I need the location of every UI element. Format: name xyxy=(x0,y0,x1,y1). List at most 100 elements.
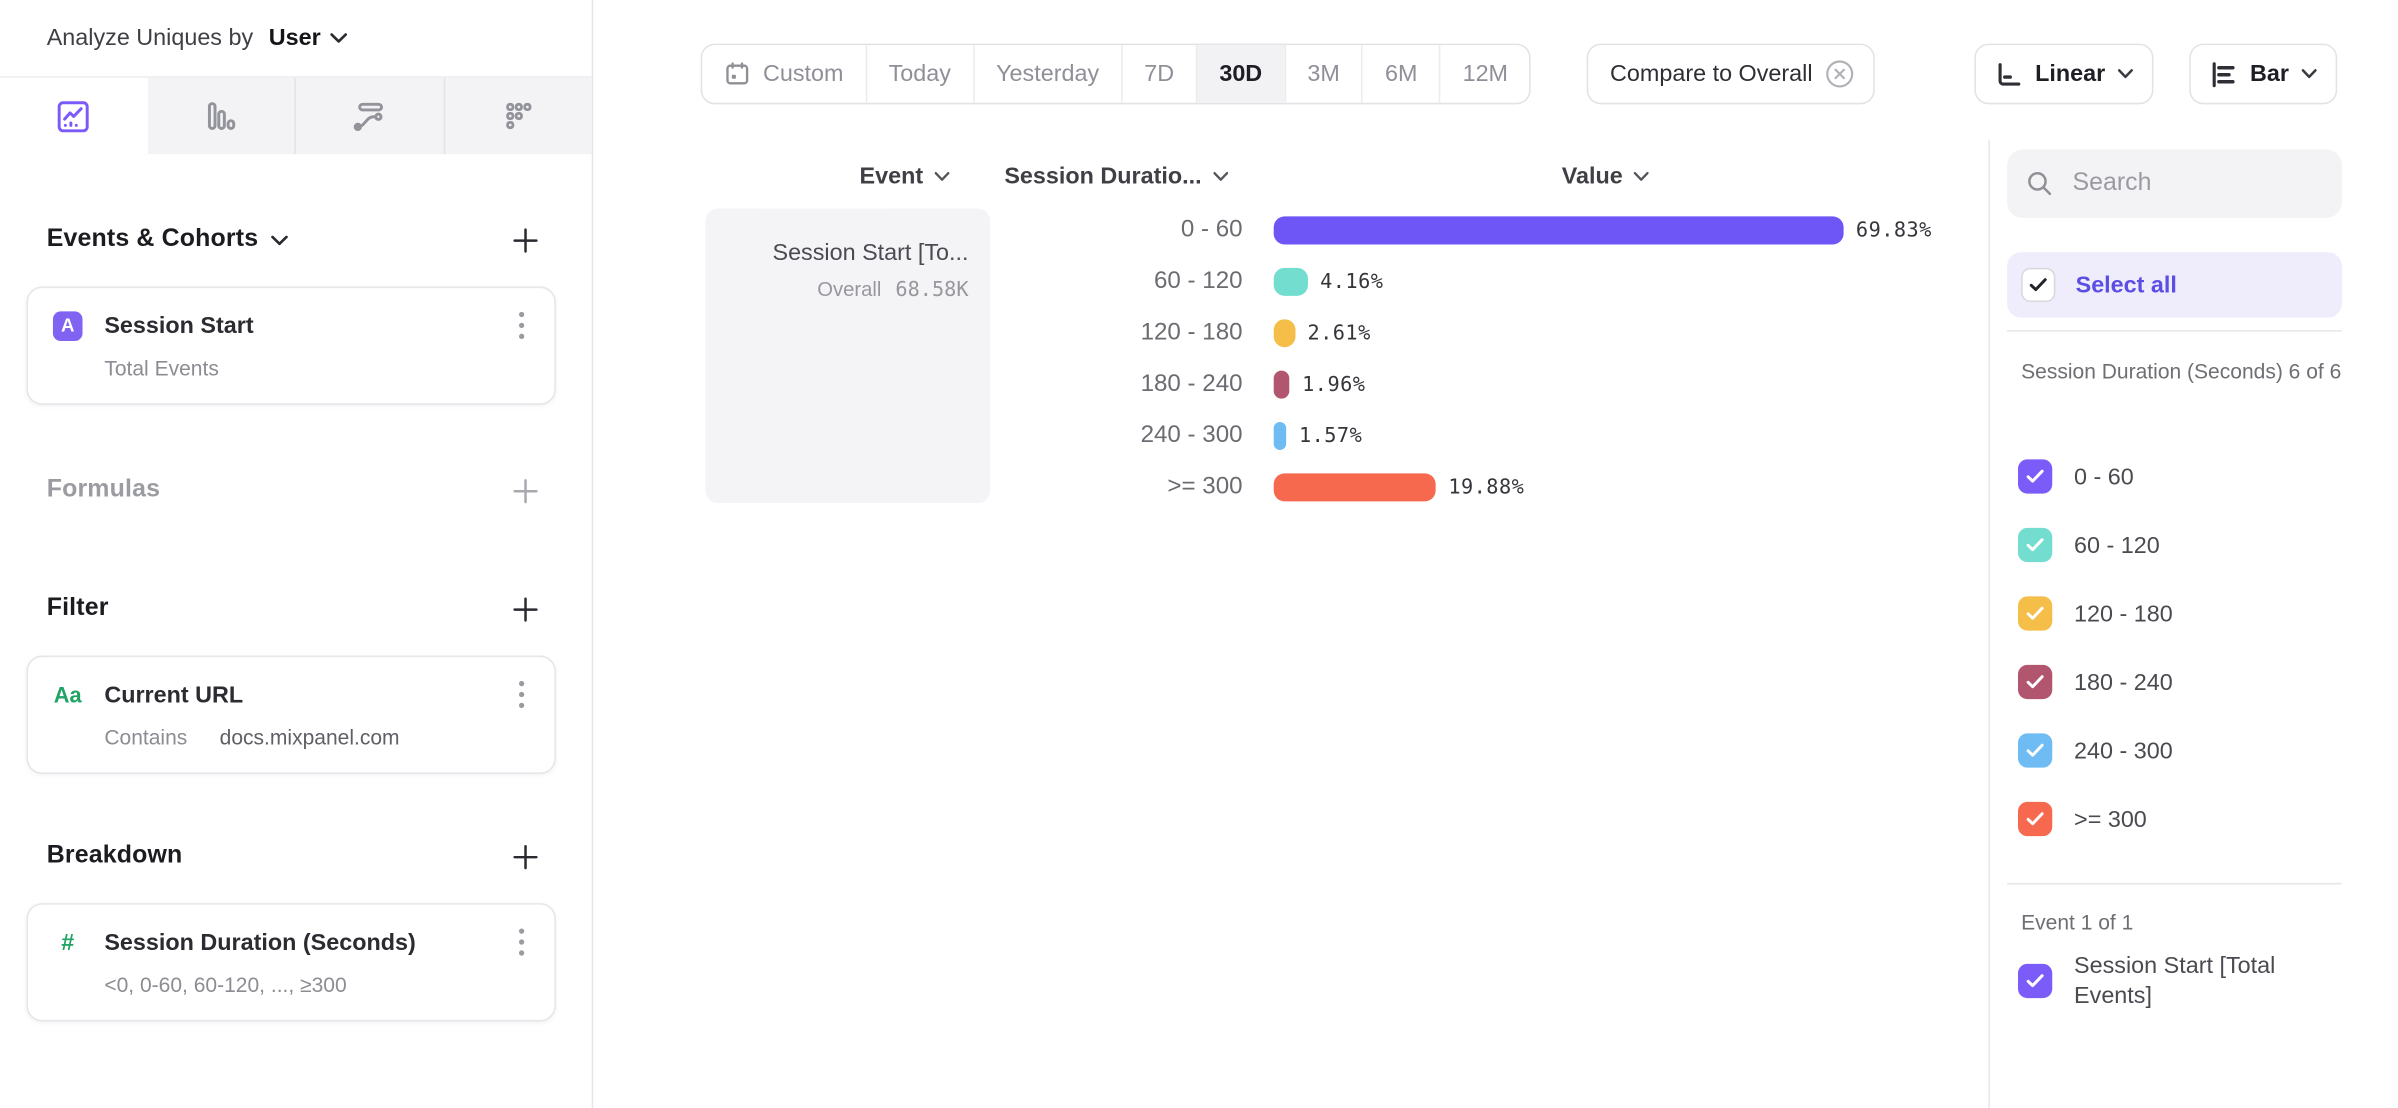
chart-row: 240 - 300 1.57% xyxy=(592,421,1989,451)
date-range-option[interactable]: Today xyxy=(865,45,972,103)
breakdown-card-subtitle[interactable]: <0, 0-60, 60-120, ..., ≥300 xyxy=(104,973,347,997)
chart-row-label: 0 - 60 xyxy=(1180,216,1243,243)
chart-bar[interactable] xyxy=(1273,473,1436,502)
tab-funnels[interactable] xyxy=(147,78,294,154)
column-header-breakdown[interactable]: Session Duratio... xyxy=(1004,163,1228,190)
chart-bar-value: 2.61% xyxy=(1307,322,1371,346)
analyze-value-dropdown[interactable]: User xyxy=(268,24,321,52)
chart-bar-value: 69.83% xyxy=(1855,219,1932,243)
date-range-label: Custom xyxy=(762,60,844,88)
chart-bar[interactable] xyxy=(1273,370,1290,399)
chevron-down-icon xyxy=(1634,171,1649,181)
date-range-option[interactable]: 3M xyxy=(1283,45,1362,103)
select-all-row[interactable]: Select all xyxy=(2007,252,2342,318)
breakdown-header: Breakdown xyxy=(26,838,555,875)
tab-insights[interactable] xyxy=(0,77,148,155)
overall-label: Overall xyxy=(817,277,882,301)
legend-item[interactable]: >= 300 xyxy=(2018,801,2147,837)
chart-scale-dropdown[interactable]: Linear xyxy=(1974,43,2154,105)
kebab-menu-icon[interactable] xyxy=(508,308,536,342)
retention-dots-icon xyxy=(499,97,536,134)
legend-event-item[interactable]: Session Start [Total Events] xyxy=(2018,951,2308,1010)
legend-item[interactable]: 180 - 240 xyxy=(2018,664,2173,700)
chart-row: 60 - 120 4.16% xyxy=(592,267,1989,296)
legend-checkbox[interactable] xyxy=(2018,596,2053,631)
filter-operator[interactable]: Contains xyxy=(104,725,188,749)
chart-bar[interactable] xyxy=(1273,267,1308,296)
breakdown-title: Breakdown xyxy=(46,842,183,869)
chart-row: 0 - 60 69.83% xyxy=(592,216,1989,245)
column-header-value[interactable]: Value xyxy=(1562,163,1650,190)
date-range-option[interactable]: Yesterday xyxy=(972,45,1121,103)
date-range-option[interactable]: 6M xyxy=(1361,45,1440,103)
date-range-label: Yesterday xyxy=(996,60,1100,88)
legend-checkbox[interactable] xyxy=(2018,733,2053,768)
add-event-button[interactable] xyxy=(506,221,543,258)
chart-bar[interactable] xyxy=(1273,319,1295,348)
chart-row: >= 300 19.88% xyxy=(592,473,1989,502)
legend-checkbox[interactable] xyxy=(2018,801,2053,837)
numeric-property-icon: # xyxy=(61,928,75,956)
date-range-option[interactable]: Custom xyxy=(702,45,865,103)
legend-item[interactable]: 120 - 180 xyxy=(2018,596,2173,631)
kebab-menu-icon[interactable] xyxy=(508,925,536,959)
legend-checkbox[interactable] xyxy=(2018,527,2053,563)
legend-event-checkbox[interactable] xyxy=(2018,963,2053,999)
event-column-label: Event xyxy=(859,163,924,190)
event-card[interactable]: A Session Start Total Events xyxy=(26,286,556,405)
chart-bar[interactable] xyxy=(1273,421,1287,451)
breakdown-card[interactable]: # Session Duration (Seconds) <0, 0-60, 6… xyxy=(26,903,556,1022)
chart-bar[interactable] xyxy=(1273,216,1844,245)
chevron-down-icon[interactable] xyxy=(270,234,288,245)
event-card-title[interactable]: Session Start xyxy=(104,312,254,339)
event-table-cell[interactable]: Session Start [To... Overall 68.58K xyxy=(705,208,991,503)
event-card-subtitle[interactable]: Total Events xyxy=(104,356,219,380)
column-header-event[interactable]: Event xyxy=(859,163,950,190)
add-breakdown-button[interactable] xyxy=(506,838,543,875)
chart-bar-value: 1.57% xyxy=(1298,425,1363,449)
date-range-option[interactable]: 7D xyxy=(1120,45,1196,103)
chevron-down-icon xyxy=(1212,171,1228,181)
add-filter-button[interactable] xyxy=(506,590,543,627)
event-series-badge: A xyxy=(52,310,83,341)
legend-item-label: 0 - 60 xyxy=(2074,463,2134,490)
legend-item[interactable]: 240 - 300 xyxy=(2018,733,2173,768)
search-input[interactable] xyxy=(2069,168,2310,200)
remove-compare-icon[interactable] xyxy=(1825,59,1855,89)
legend-item[interactable]: 60 - 120 xyxy=(2018,527,2160,563)
legend-search[interactable] xyxy=(2007,149,2342,218)
insights-chart-icon xyxy=(55,97,92,134)
legend-checkbox[interactable] xyxy=(2018,459,2053,494)
date-range-label: 6M xyxy=(1384,60,1418,88)
chart-type-dropdown[interactable]: Bar xyxy=(2189,43,2338,105)
select-all-checkbox[interactable] xyxy=(2021,267,2056,303)
bar-chart-icon xyxy=(202,97,239,134)
filter-card-title[interactable]: Current URL xyxy=(104,681,244,708)
tab-retention[interactable] xyxy=(442,77,592,155)
chart-bar-value: 1.96% xyxy=(1302,373,1366,398)
flow-icon xyxy=(351,97,388,134)
breakdown-card-title[interactable]: Session Duration (Seconds) xyxy=(104,928,416,956)
formulas-header: Formulas xyxy=(26,472,555,509)
legend-item[interactable]: 0 - 60 xyxy=(2018,459,2134,494)
events-cohorts-header: Events & Cohorts xyxy=(26,221,555,258)
kebab-menu-icon[interactable] xyxy=(508,677,536,711)
compare-to-overall-chip[interactable]: Compare to Overall xyxy=(1586,43,1875,105)
linear-axis-icon xyxy=(1995,60,2023,88)
filter-value[interactable]: docs.mixpanel.com xyxy=(219,725,400,749)
legend-item-label: 60 - 120 xyxy=(2074,531,2160,559)
add-formula-button[interactable] xyxy=(506,472,543,509)
date-range-label: 7D xyxy=(1144,60,1175,88)
chevron-down-icon xyxy=(934,171,950,181)
overall-value: 68.58K xyxy=(895,278,969,303)
legend-checkbox[interactable] xyxy=(2018,664,2053,700)
event-cell-name: Session Start [To... xyxy=(772,239,969,267)
date-range-option[interactable]: 30D xyxy=(1195,45,1284,103)
filter-card[interactable]: Aa Current URL Contains docs.mixpanel.co… xyxy=(26,655,556,774)
filter-header: Filter xyxy=(26,590,555,627)
date-range-option[interactable]: 12M xyxy=(1439,45,1530,103)
tab-flows[interactable] xyxy=(294,77,443,155)
date-range-control: Custom Today Yesterday 7D 30D 3M xyxy=(700,43,1532,105)
chart-row-label: 180 - 240 xyxy=(1140,370,1243,398)
events-cohorts-title: Events & Cohorts xyxy=(46,225,259,253)
